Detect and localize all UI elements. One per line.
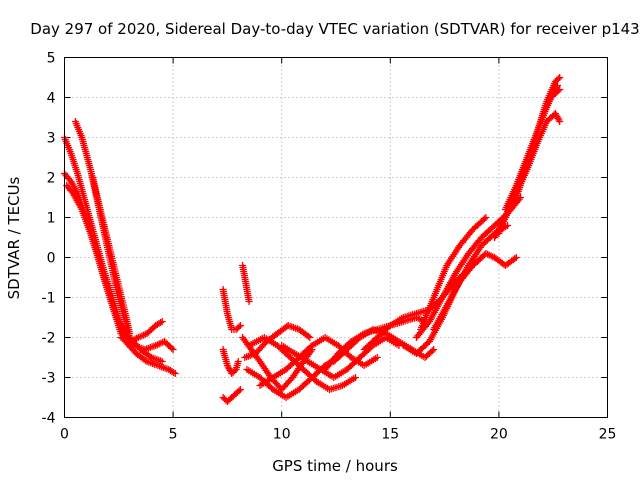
series-pass-y: [417, 214, 490, 333]
data-point-marker: [373, 354, 381, 361]
data-point-marker: [169, 346, 177, 353]
y-tick-label: 2: [47, 171, 56, 187]
series-pass-i: [126, 334, 166, 365]
series-pass-z: [430, 250, 520, 333]
series-pass-s: [278, 334, 403, 381]
data-point-marker: [512, 254, 520, 261]
series-pass-q: [245, 334, 359, 393]
data-point-marker: [430, 346, 438, 353]
series-pass-k: [219, 346, 242, 377]
y-axis-label: SDTVAR / TECUs: [5, 176, 23, 299]
series-pass-j: [219, 386, 244, 405]
data-point-marker: [158, 358, 166, 365]
data-point-marker: [171, 370, 179, 377]
chart-title: Day 297 of 2020, Sidereal Day-to-day VTE…: [30, 20, 639, 38]
y-tick-label: -3: [42, 371, 56, 387]
axes: 0 5 10 15 20 25 -4 -3 -2 -1 0 1 2 3 4 5: [42, 51, 617, 443]
data-point-marker: [511, 255, 519, 263]
data-point-marker: [554, 82, 561, 89]
y-tick-label: 3: [47, 131, 56, 147]
x-tick-label: 15: [381, 427, 399, 443]
data-point-marker: [352, 374, 359, 381]
data-point-marker: [158, 318, 166, 325]
y-tick-label: -4: [42, 411, 56, 427]
data-point-marker: [482, 214, 490, 221]
data-point-marker: [480, 215, 488, 223]
y-tick-label: -1: [42, 291, 56, 307]
data-point-marker: [235, 387, 243, 395]
data-point-marker: [157, 319, 165, 326]
series-pass-e: [89, 174, 134, 337]
y-tick-label: 0: [47, 251, 56, 267]
x-axis-label: GPS time / hours: [272, 457, 398, 475]
series-pass-m: [239, 262, 253, 305]
data-point-marker: [554, 75, 562, 83]
data-point-marker: [556, 118, 564, 125]
y-tick-label: 4: [47, 91, 56, 107]
series-pass-h: [121, 338, 179, 377]
y-tick-label: 5: [47, 51, 56, 67]
data-point-marker: [168, 344, 176, 352]
data-point-marker: [235, 323, 243, 331]
x-tick-label: 25: [599, 427, 617, 443]
data-point-marker: [555, 116, 563, 124]
data-point-marker: [236, 322, 244, 329]
data-point-marker: [306, 334, 314, 341]
data-point-marker: [556, 74, 564, 81]
series-pass-l: [219, 286, 244, 333]
x-tick-label: 0: [60, 427, 69, 443]
x-tick-label: 5: [169, 427, 178, 443]
data-point-marker: [245, 298, 253, 305]
series-pass-c: [63, 182, 129, 337]
data-points: [61, 74, 564, 405]
data-point-marker: [428, 347, 436, 355]
data-point-marker: [234, 358, 242, 365]
series-pass-ad: [512, 82, 561, 201]
plot-frame: [64, 57, 608, 418]
data-point-marker: [236, 386, 244, 393]
y-tick-label: -2: [42, 331, 56, 347]
x-tick-label: 10: [273, 427, 291, 443]
data-point-marker: [304, 332, 312, 340]
x-tick-label: 20: [490, 427, 508, 443]
series-pass-r: [256, 334, 381, 389]
y-tick-label: 1: [47, 211, 56, 227]
